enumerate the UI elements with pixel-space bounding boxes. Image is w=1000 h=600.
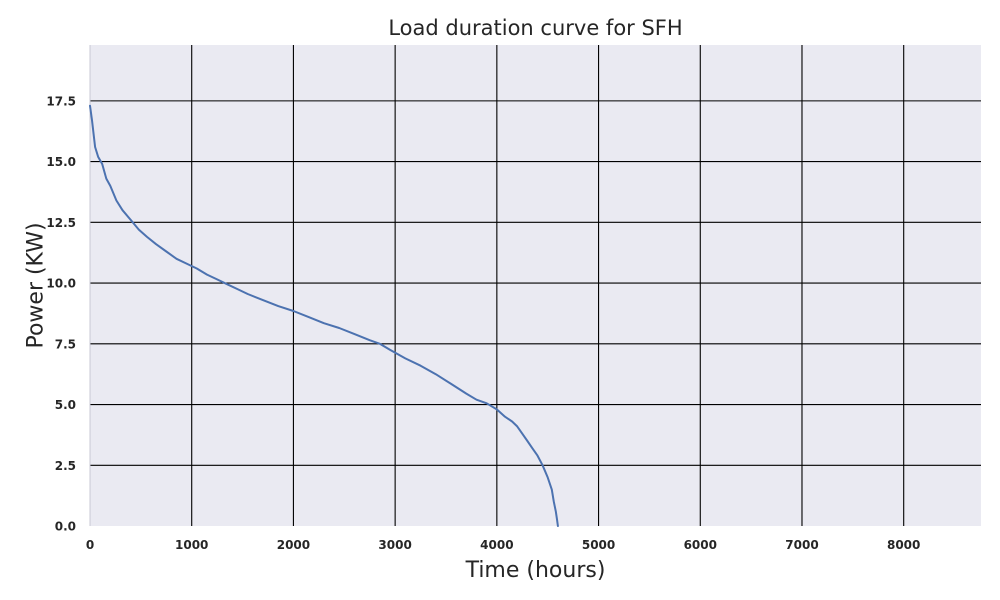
y-tick-label: 17.5 [46,94,76,108]
x-tick-labels: 0 1000 2000 3000 4000 5000 6000 7000 8000 [86,538,921,552]
x-tick-label: 0 [86,538,94,552]
y-tick-label: 12.5 [46,216,76,230]
x-tick-label: 1000 [175,538,208,552]
y-tick-label: 5.0 [55,398,76,412]
series-line [89,104,559,527]
y-tick-label: 2.5 [55,459,76,473]
x-tick-label: 5000 [582,538,615,552]
grid-lines [90,45,981,526]
y-tick-label: 0.0 [55,520,76,534]
x-axis-label: Time (hours) [465,558,606,583]
x-tick-label: 6000 [684,538,717,552]
series-layer [89,104,559,527]
y-tick-labels: 0.0 2.5 5.0 7.5 10.0 12.5 15.0 17.5 [46,94,76,533]
x-tick-label: 4000 [480,538,513,552]
y-tick-label: 7.5 [55,337,76,351]
x-tick-label: 3000 [378,538,411,552]
x-tick-label: 7000 [785,538,818,552]
x-tick-label: 2000 [277,538,310,552]
x-tick-label: 8000 [887,538,920,552]
chart-title: Load duration curve for SFH [388,16,682,40]
y-tick-label: 10.0 [46,277,76,291]
plot-area [90,45,981,526]
y-axis-label: Power (KW) [24,222,49,348]
y-tick-label: 15.0 [46,155,76,169]
